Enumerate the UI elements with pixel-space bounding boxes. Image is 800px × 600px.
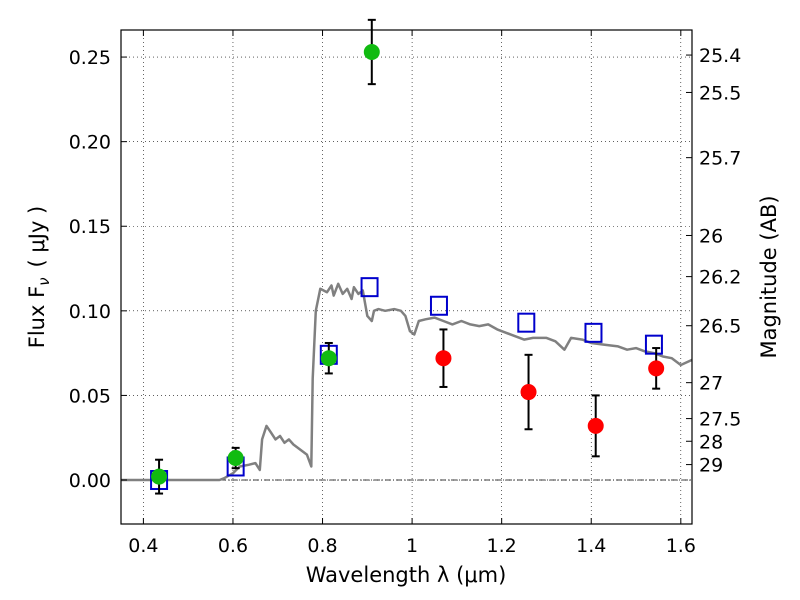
y-tick-label: 0.25: [69, 47, 111, 69]
x-tick-label: 0.4: [128, 535, 158, 557]
y-tick-label: 0.10: [69, 301, 111, 323]
detection-point: [151, 468, 168, 485]
y-axis-label-sub: ν: [35, 277, 53, 285]
plot-background: [121, 30, 692, 524]
model-photometry-square: [429, 295, 448, 316]
y2-tick-label: 26: [699, 225, 723, 247]
x-tick-label: 1.6: [666, 535, 696, 557]
y2-tick-label: 27: [699, 373, 723, 395]
x-axis-label: Wavelength λ (μm): [306, 563, 507, 587]
red-data-point: [520, 384, 537, 401]
y2-tick-label: 29: [699, 455, 723, 477]
y-tick-label: 0.05: [69, 385, 111, 407]
red-data-point: [648, 360, 665, 377]
model-spectrum-line: [121, 282, 693, 482]
detection-point: [227, 450, 244, 467]
x-tick-label: 0.6: [218, 535, 248, 557]
model-photometry-square: [517, 312, 536, 333]
red-data-point: [435, 350, 452, 367]
red-point-series: [435, 350, 665, 434]
y-axis-label-unit: ( μJy ): [25, 206, 49, 268]
y2-tick-label: 25.4: [699, 45, 741, 67]
axis-ticks: [121, 30, 692, 524]
y2-axis-label: Magnitude (AB): [757, 195, 781, 358]
detection-series: [151, 43, 380, 485]
y-tick-label: 0.20: [69, 132, 111, 154]
detection-point: [363, 43, 380, 60]
y-tick-label: 0.15: [69, 216, 111, 238]
x-tick-label: 1.4: [576, 535, 606, 557]
model-photometry-square: [360, 277, 379, 298]
model-photometry-square: [644, 334, 663, 355]
y2-tick-label: 28: [699, 431, 723, 453]
y-axis-label-main: Flux F: [25, 286, 49, 348]
y-axis-label: Flux Fν ( μJy ): [25, 206, 53, 349]
y-tick-label: 0.00: [69, 470, 111, 492]
y2-tick-label: 26.5: [699, 316, 741, 338]
x-tick-label: 0.8: [307, 535, 337, 557]
x-tick-label: 1: [406, 535, 418, 557]
y2-tick-label: 25.7: [699, 148, 741, 170]
y2-tick-label: 27.5: [699, 409, 741, 431]
red-data-point: [587, 417, 604, 434]
x-tick-labels: 0.4 0.6 0.8 1 1.2 1.4 1.6: [128, 535, 696, 557]
model-photometry-square: [584, 322, 603, 343]
x-tick-label: 1.2: [487, 535, 517, 557]
y2-tick-label: 25.5: [699, 82, 741, 104]
y-tick-labels: 0.00 0.05 0.10 0.15 0.20 0.25: [69, 47, 111, 492]
y2-tick-label: 26.2: [699, 267, 741, 289]
detection-point: [320, 350, 337, 367]
